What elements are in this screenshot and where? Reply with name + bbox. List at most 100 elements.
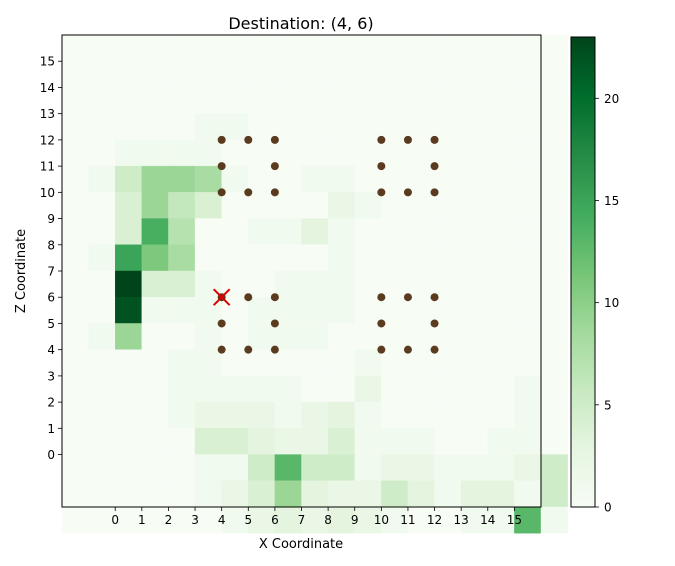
heatmap-cell <box>434 375 462 403</box>
heatmap-cell <box>381 323 409 350</box>
heatmap-cell <box>487 113 515 141</box>
heatmap-cell <box>540 454 568 481</box>
x-tick-label: 5 <box>244 513 252 527</box>
x-tick-label: 0 <box>111 513 119 527</box>
wall-marker <box>377 293 386 302</box>
heatmap-cell <box>434 113 462 141</box>
heatmap-cell <box>194 401 222 429</box>
heatmap-cell <box>540 218 568 245</box>
wall-marker <box>430 345 439 354</box>
heatmap-cell <box>354 349 382 377</box>
wall-marker <box>217 319 226 328</box>
heatmap-cell <box>381 61 409 88</box>
heatmap-cell <box>540 375 568 403</box>
wall-marker <box>217 188 226 197</box>
heatmap-cell <box>141 480 169 508</box>
heatmap-cell <box>221 139 249 167</box>
heatmap-cell <box>248 323 276 350</box>
y-tick-label: 4 <box>47 343 55 357</box>
heatmap-cell <box>194 244 222 272</box>
heatmap-cell <box>327 297 355 324</box>
heatmap-cell <box>88 165 116 193</box>
heatmap-cells <box>61 34 568 534</box>
heatmap-cell <box>381 401 409 429</box>
heatmap-cell <box>274 87 302 114</box>
heatmap-cell <box>141 454 169 481</box>
heatmap-cell <box>301 34 329 62</box>
heatmap-cell <box>88 34 116 62</box>
heatmap-cell <box>381 480 409 508</box>
heatmap-cell <box>221 401 249 429</box>
heatmap-cell <box>301 297 329 324</box>
heatmap-cell <box>115 244 143 272</box>
heatmap-cell <box>168 192 196 219</box>
heatmap-cell <box>460 349 488 377</box>
heatmap-cell <box>301 349 329 377</box>
heatmap-cell <box>407 480 435 508</box>
heatmap-cell <box>221 375 249 403</box>
heatmap-cell <box>194 454 222 481</box>
wall-marker <box>270 319 279 328</box>
heatmap-cell <box>301 87 329 114</box>
heatmap-cell <box>514 244 542 272</box>
heatmap-cell <box>141 428 169 455</box>
heatmap-cell <box>514 375 542 403</box>
heatmap-cell <box>381 375 409 403</box>
heatmap-cell <box>221 218 249 245</box>
heatmap-cell <box>248 139 276 167</box>
heatmap-cell <box>88 61 116 88</box>
heatmap-cell <box>540 61 568 88</box>
heatmap-cell <box>88 401 116 429</box>
heatmap-cell <box>487 61 515 88</box>
heatmap-cell <box>141 165 169 193</box>
heatmap-cell <box>301 113 329 141</box>
y-axis-label: Z Coordinate <box>14 229 29 313</box>
heatmap-cell <box>168 401 196 429</box>
x-tick-label: 6 <box>271 513 279 527</box>
heatmap-cell <box>514 34 542 62</box>
heatmap-cell <box>194 61 222 88</box>
heatmap-cell <box>248 349 276 377</box>
heatmap-cell <box>221 323 249 350</box>
heatmap-cell <box>194 375 222 403</box>
y-tick-label: 14 <box>40 81 55 95</box>
heatmap-cell <box>327 244 355 272</box>
heatmap-cell <box>487 244 515 272</box>
heatmap-cell <box>327 506 355 534</box>
x-tick-label: 8 <box>324 513 332 527</box>
y-tick-label: 1 <box>47 422 55 436</box>
y-tick-label: 5 <box>47 317 55 331</box>
heatmap-cell <box>168 323 196 350</box>
heatmap-cell <box>327 139 355 167</box>
heatmap-cell <box>487 34 515 62</box>
y-tick-label: 9 <box>47 212 55 226</box>
heatmap-cell <box>248 192 276 219</box>
heatmap-cell <box>487 506 515 534</box>
heatmap-cell <box>487 480 515 508</box>
heatmap-cell <box>487 428 515 455</box>
heatmap-cell <box>434 506 462 534</box>
heatmap-cell <box>194 87 222 114</box>
heatmap-cell <box>514 165 542 193</box>
heatmap-cell <box>115 192 143 219</box>
heatmap-cell <box>514 323 542 350</box>
heatmap-cell <box>460 87 488 114</box>
heatmap-cell <box>407 34 435 62</box>
heatmap-cell <box>381 218 409 245</box>
heatmap-cell <box>88 454 116 481</box>
heatmap-cell <box>327 192 355 219</box>
heatmap-cell <box>434 297 462 324</box>
heatmap-cell <box>221 454 249 481</box>
heatmap-cell <box>460 113 488 141</box>
heatmap-cell <box>248 480 276 508</box>
heatmap-cell <box>327 375 355 403</box>
heatmap-cell <box>221 349 249 377</box>
heatmap-cell <box>514 480 542 508</box>
heatmap-cell <box>327 401 355 429</box>
heatmap-cell <box>487 375 515 403</box>
heatmap-cell <box>168 454 196 481</box>
heatmap-cell <box>301 375 329 403</box>
y-tick-label: 0 <box>47 448 55 462</box>
heatmap-cell <box>168 480 196 508</box>
x-tick-label: 1 <box>138 513 146 527</box>
